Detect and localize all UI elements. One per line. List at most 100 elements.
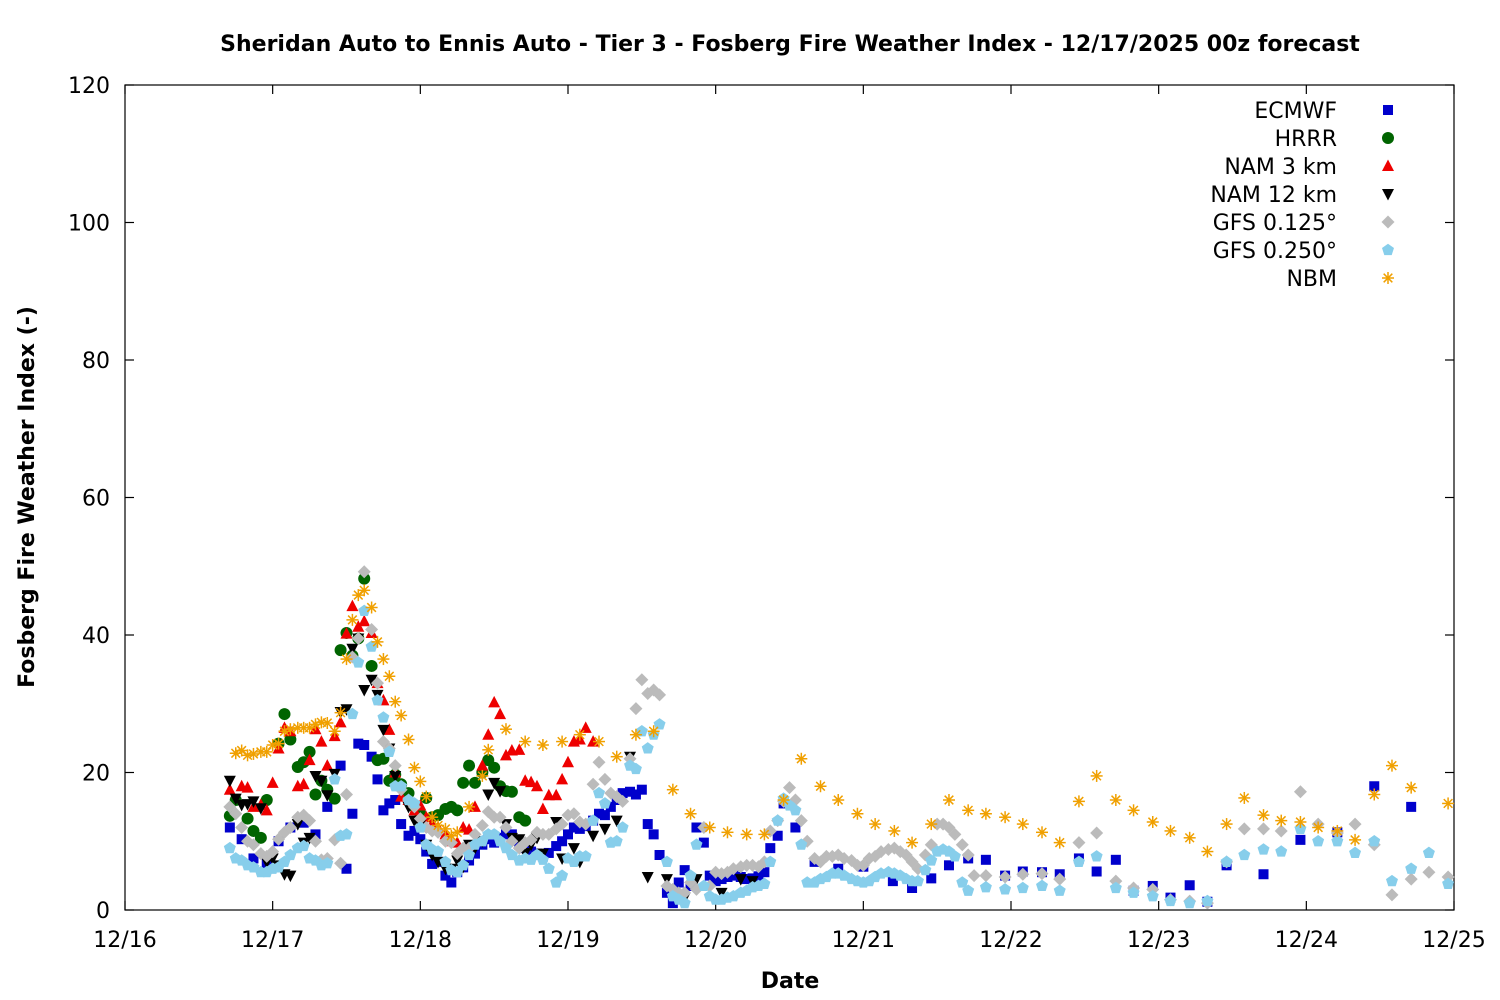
y-axis-label: Fosberg Fire Weather Index (-)	[15, 306, 40, 688]
data-point-nbm	[1183, 831, 1196, 844]
data-point-ecmwf	[772, 830, 783, 841]
data-point-gfs-0-250	[1275, 845, 1288, 857]
data-point-gfs-0-125	[1016, 867, 1030, 881]
data-point-gfs-0-125	[235, 821, 249, 834]
data-point-gfs-0-250	[771, 814, 784, 826]
y-tick-label: 40	[82, 624, 110, 649]
data-point-nam-12-km	[734, 874, 747, 886]
data-point-ecmwf	[667, 898, 678, 909]
data-point-nam-12-km	[641, 872, 654, 884]
data-point-ecmwf	[691, 822, 702, 833]
data-point-nam-12-km	[587, 830, 600, 843]
data-point-gfs-0-125	[340, 788, 353, 801]
data-point-gfs-0-125	[1348, 817, 1362, 831]
data-point-gfs-0-250	[911, 874, 924, 887]
data-point-nbm	[758, 828, 771, 841]
data-point-gfs-0-125	[998, 870, 1012, 884]
data-point-gfs-0-125	[499, 821, 513, 834]
data-point-ecmwf	[568, 822, 579, 833]
data-point-ecmwf	[409, 825, 420, 836]
data-point-nam-3-km	[525, 775, 538, 788]
data-point-gfs-0-250	[488, 828, 501, 840]
data-point-nbm	[395, 709, 408, 722]
data-point-nbm	[906, 836, 919, 849]
data-point-gfs-0-250	[1090, 850, 1103, 862]
data-point-gfs-0-250	[1220, 855, 1233, 867]
data-point-nam-3-km	[383, 723, 396, 735]
data-point-nbm	[593, 735, 606, 748]
data-point-gfs-0-250	[635, 724, 648, 737]
data-point-nam-12-km	[494, 786, 507, 798]
data-point-ecmwf	[464, 855, 475, 866]
data-point-gfs-0-125	[961, 848, 975, 862]
data-point-gfs-0-250	[297, 839, 310, 852]
data-point-gfs-0-125	[1035, 867, 1049, 881]
data-point-gfs-0-250	[979, 881, 992, 893]
data-point-gfs-0-250	[505, 848, 518, 861]
data-point-nam-3-km	[482, 728, 495, 740]
data-point-ecmwf	[359, 740, 370, 750]
data-point-nbm	[536, 739, 549, 751]
data-point-nbm	[1072, 795, 1085, 808]
data-point-gfs-0-250	[1312, 834, 1325, 847]
data-point-nbm	[647, 725, 660, 738]
data-point-nam-12-km	[598, 823, 611, 836]
data-point-gfs-0-250	[660, 855, 673, 867]
data-point-nbm	[499, 723, 512, 736]
data-point-nam-12-km	[254, 803, 267, 815]
data-point-gfs-0-125	[1274, 824, 1288, 838]
data-point-gfs-0-250	[439, 855, 452, 867]
data-point-nam-3-km	[488, 695, 501, 708]
data-point-gfs-0-125	[567, 807, 581, 821]
data-point-nam-12-km	[482, 789, 495, 801]
data-point-nam-12-km	[567, 843, 580, 855]
data-point-nam-3-km	[550, 788, 563, 801]
data-point-hrrr	[303, 745, 316, 758]
data-point-nam-3-km	[499, 748, 512, 761]
x-tick-label: 12/22	[979, 928, 1042, 953]
data-point-nam-12-km	[223, 775, 236, 788]
data-point-ecmwf	[390, 795, 401, 805]
data-point-gfs-0-250	[962, 884, 975, 896]
data-point-ecmwf	[563, 829, 573, 840]
data-point-nam-12-km	[358, 685, 371, 697]
data-point-ecmwf	[728, 870, 739, 881]
data-point-nbm	[777, 794, 790, 806]
data-point-nam-3-km	[358, 614, 371, 627]
data-point-nam-12-km	[451, 855, 464, 867]
data-point-gfs-0-250	[432, 845, 445, 857]
legend-label: NAM 3 km	[1224, 155, 1337, 180]
data-point-ecmwf	[310, 829, 321, 840]
data-point-gfs-0-125	[598, 772, 612, 786]
data-point-gfs-0-250	[579, 850, 592, 862]
data-point-nam-12-km	[389, 770, 402, 783]
x-tick-label: 12/21	[832, 928, 895, 953]
data-point-nam-3-km	[346, 599, 359, 612]
data-point-gfs-0-125	[1293, 785, 1307, 799]
data-point-nbm	[979, 807, 992, 820]
data-point-gfs-0-250	[395, 779, 408, 792]
series-gfs-0-250	[223, 604, 1455, 909]
data-point-nbm	[1312, 821, 1325, 834]
data-point-hrrr	[457, 776, 470, 789]
data-point-gfs-0-125	[783, 781, 796, 795]
data-point-gfs-0-250	[542, 862, 555, 874]
data-point-gfs-0-125	[493, 810, 507, 824]
data-point-nbm	[1220, 818, 1233, 831]
series-nam-3-km	[223, 599, 600, 848]
chart-title: Sheridan Auto to Ennis Auto - Tier 3 - F…	[220, 32, 1360, 57]
data-point-ecmwf	[630, 789, 641, 800]
x-tick-label: 12/19	[536, 928, 599, 953]
data-point-ecmwf	[617, 788, 628, 799]
data-point-hrrr	[254, 831, 267, 844]
data-point-ecmwf	[698, 837, 709, 848]
data-point-nbm	[365, 601, 378, 614]
data-point-ecmwf	[943, 860, 954, 871]
data-point-ecmwf	[759, 867, 770, 878]
data-point-hrrr	[463, 759, 476, 772]
data-point-gfs-0-125	[334, 856, 348, 870]
data-point-gfs-0-125	[955, 838, 969, 852]
data-point-nam-3-km	[223, 783, 236, 795]
data-point-ecmwf	[1369, 781, 1380, 792]
legend-label: NBM	[1286, 267, 1337, 292]
